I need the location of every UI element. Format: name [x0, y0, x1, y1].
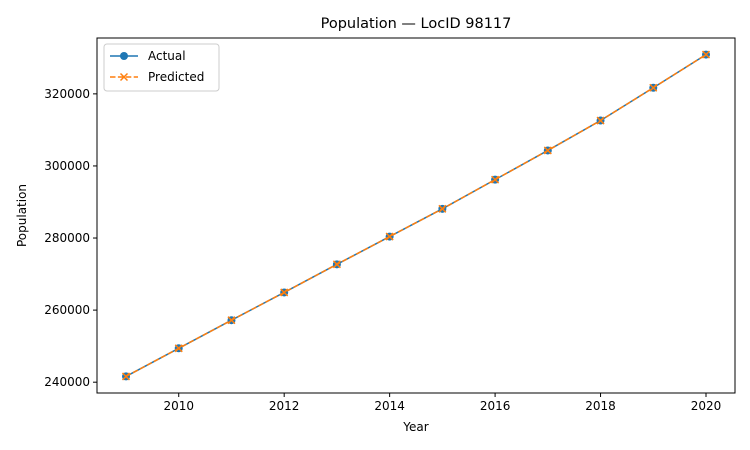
data-point-predicted [280, 288, 289, 297]
x-tick-label: 2014 [374, 399, 405, 413]
legend-label-predicted: Predicted [148, 70, 204, 84]
plot-frame [96, 37, 736, 394]
x-tick-label: 2012 [269, 399, 300, 413]
x-tick-label: 2016 [480, 399, 511, 413]
data-point-predicted [649, 83, 658, 92]
y-tick-label: 260000 [44, 303, 90, 317]
y-axis-ticks: 240000 260000 280000 300000 320000 [44, 87, 97, 389]
y-tick-label: 280000 [44, 231, 90, 245]
data-point-predicted [174, 344, 183, 353]
x-tick-label: 2018 [585, 399, 616, 413]
data-point-predicted [596, 116, 605, 125]
series-line-actual [125, 53, 707, 378]
x-tick-label: 2010 [163, 399, 194, 413]
plot-area [121, 50, 711, 381]
data-point-predicted [701, 50, 711, 59]
legend-label-actual: Actual [148, 49, 186, 63]
y-tick-label: 240000 [44, 375, 90, 389]
legend: Actual Predicted [103, 43, 220, 92]
series-line-predicted [125, 53, 707, 378]
data-point-predicted [227, 316, 236, 325]
data-point-predicted [543, 146, 552, 155]
data-point-predicted [491, 175, 500, 184]
y-tick-label: 300000 [44, 159, 90, 173]
y-tick-label: 320000 [44, 87, 90, 101]
y-axis-label: Population [15, 184, 29, 247]
legend-marker-actual [120, 52, 128, 60]
data-point-predicted [332, 260, 341, 269]
x-tick-label: 2020 [691, 399, 722, 413]
chart-title: Population — LocID 98117 [321, 16, 512, 32]
data-point-predicted [438, 204, 447, 213]
data-point-predicted [385, 232, 394, 241]
data-point-predicted [121, 372, 131, 381]
x-axis-label: Year [402, 420, 428, 434]
legend-marker-predicted [119, 72, 129, 82]
x-axis-ticks: 2010 2012 2014 2016 2018 2020 [163, 393, 721, 413]
